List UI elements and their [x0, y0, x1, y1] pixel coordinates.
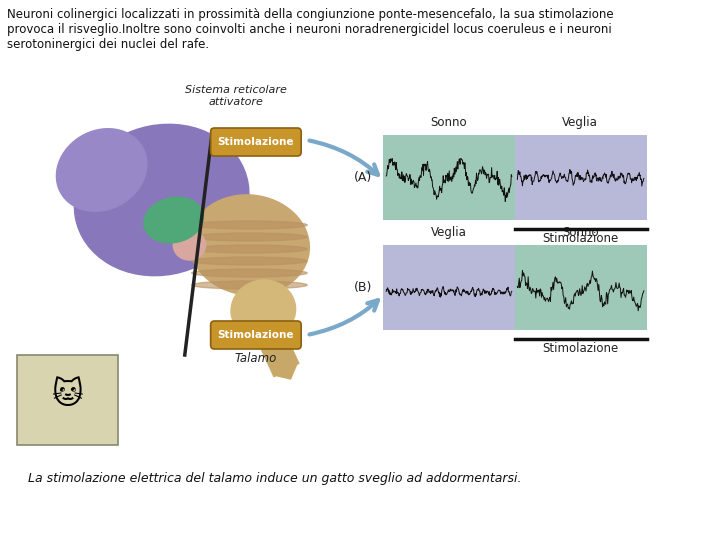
Text: 🐱: 🐱 [52, 380, 84, 410]
Text: Stimolazione: Stimolazione [217, 137, 294, 147]
Bar [17, 355, 118, 445]
Bar [515, 135, 647, 220]
Ellipse shape [192, 269, 307, 277]
Ellipse shape [56, 129, 147, 211]
Text: Neuroni colinergici localizzati in prossimità della congiunzione ponte-mesencefa: Neuroni colinergici localizzati in pross… [7, 8, 614, 51]
Bar [383, 135, 515, 220]
Ellipse shape [192, 233, 307, 241]
Text: Veglia: Veglia [431, 226, 467, 239]
Ellipse shape [231, 280, 296, 340]
Text: Sonno: Sonno [431, 116, 467, 129]
Text: (A): (A) [354, 172, 372, 185]
Text: Sonno: Sonno [562, 226, 598, 239]
Text: (B): (B) [354, 281, 372, 294]
Ellipse shape [189, 195, 310, 295]
FancyArrow shape [256, 323, 299, 379]
FancyBboxPatch shape [211, 321, 301, 349]
Text: Stimolazione: Stimolazione [542, 232, 618, 245]
Bar [515, 245, 647, 330]
Ellipse shape [192, 281, 307, 289]
Ellipse shape [144, 197, 204, 243]
Bar [383, 245, 515, 330]
Text: Veglia: Veglia [562, 116, 598, 129]
Text: Stimolazione: Stimolazione [217, 330, 294, 340]
Ellipse shape [74, 124, 249, 276]
Text: Stimolazione: Stimolazione [542, 342, 618, 355]
Ellipse shape [192, 221, 307, 229]
Text: Sistema reticolare
attivatore: Sistema reticolare attivatore [184, 85, 287, 106]
Ellipse shape [192, 257, 307, 265]
Text: La stimolazione elettrica del talamo induce un gatto sveglio ad addormentarsi.: La stimolazione elettrica del talamo ind… [27, 472, 521, 485]
Text: Talamo: Talamo [235, 352, 277, 365]
Ellipse shape [174, 230, 205, 260]
Ellipse shape [192, 245, 307, 253]
FancyBboxPatch shape [211, 128, 301, 156]
